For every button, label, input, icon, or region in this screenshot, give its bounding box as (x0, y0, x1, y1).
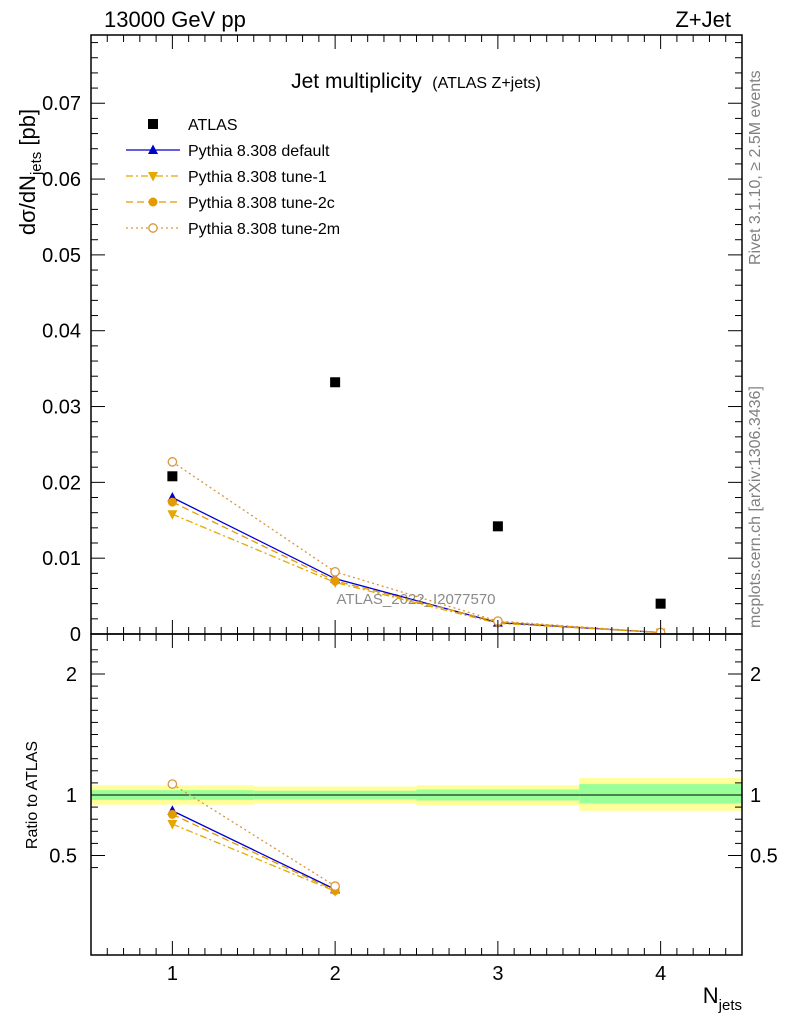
y-tick-label-2: 0.02 (42, 472, 81, 494)
data-point-pythia-8-308-tune-2c-2 (330, 576, 340, 586)
ratio-y-tick-label-left-2: 2 (66, 664, 77, 686)
series-pythia-8-308-tune-2c (167, 497, 666, 634)
legend-entry-pythia-8-308-default: Pythia 8.308 default (126, 143, 330, 160)
x-tick-label-2: 2 (330, 963, 341, 985)
data-point-atlas-3 (492, 521, 503, 532)
legend-entry-atlas: ATLAS (148, 117, 238, 134)
series-pythia-8-308-tune-1 (167, 510, 666, 634)
legend-marker-atlas (148, 119, 158, 129)
series-pythia-8-308-tune-2m (167, 457, 666, 634)
legend-label-pythia-8-308-tune-2c: Pythia 8.308 tune-2c (188, 195, 335, 212)
data-point-pythia-8-308-tune-2m-2 (330, 566, 340, 577)
y-axis-label-sub: jets (28, 152, 45, 176)
legend-label-pythia-8-308-tune-2m: Pythia 8.308 tune-2m (188, 221, 340, 238)
legend: ATLAS Pythia 8.308 default Pythia 8.308 tu… (126, 117, 340, 238)
ratio-series-pythia-8-308-tune-1 (167, 820, 341, 897)
plot-title: Jet multiplicity (ATLAS Z+jets) (291, 70, 541, 93)
ratio-point-pythia-8-308-tune-2m-2 (330, 881, 340, 891)
ratio-line-pythia-8-308-tune-1 (172, 823, 336, 892)
data-point-atlas-1 (167, 471, 178, 482)
x-axis-label-sub: jets (718, 997, 742, 1014)
header-right: Z+Jet (675, 7, 731, 32)
ratio-y-tick-label-right-2: 2 (750, 664, 761, 686)
ratio-line-pythia-8-308-default (172, 810, 336, 890)
rivet-version-text: Rivet 3.1.10, ≥ 2.5M events (747, 70, 764, 265)
y-axis-label-main: dσ/dN (15, 175, 40, 235)
ratio-line-pythia-8-308-tune-2c (172, 813, 336, 892)
ratio-y-tick-label-right-1: 1 (750, 785, 761, 807)
series-line-pythia-8-308-tune-2m (172, 461, 661, 634)
series-pythia-8-308-default (167, 492, 665, 634)
series-line-pythia-8-308-tune-1 (172, 513, 661, 634)
legend-label-pythia-8-308-default: Pythia 8.308 default (188, 143, 330, 160)
legend-marker-pythia-8-308-tune-1 (148, 172, 158, 182)
axis-ticks (91, 35, 742, 955)
ratio-y-tick-label-left-0: 0.5 (49, 846, 77, 868)
y-tick-label-6: 0.06 (42, 169, 81, 191)
ratio-point-pythia-8-308-tune-2c-1 (167, 809, 177, 819)
ratio-point-pythia-8-308-tune-1-1 (167, 820, 178, 830)
ratio-plot-frame (90, 633, 743, 956)
data-point-atlas-4 (655, 598, 666, 609)
x-axis-label-main: N (703, 983, 719, 1008)
data-point-atlas-2 (330, 377, 341, 388)
ratio-y-axis-label: Ratio to ATLAS (24, 741, 41, 849)
legend-marker-pythia-8-308-tune-2m (148, 223, 158, 233)
ratio-stat-band-4 (579, 784, 742, 804)
data-point-pythia-8-308-tune-2m-1 (167, 457, 178, 467)
legend-label-pythia-8-308-tune-1: Pythia 8.308 tune-1 (188, 169, 327, 186)
mcplots-credit-text: mcplots.cern.ch [arXiv:1306.3436] (747, 386, 764, 628)
header-left: 13000 GeV pp (104, 7, 246, 32)
y-tick-label-1: 0.01 (42, 548, 81, 570)
ratio-y-tick-label-left-1: 1 (66, 785, 77, 807)
legend-entry-pythia-8-308-tune-1: Pythia 8.308 tune-1 (126, 169, 327, 186)
x-tick-label-4: 4 (655, 963, 666, 985)
y-tick-label-4: 0.04 (42, 321, 81, 343)
ratio-point-pythia-8-308-tune-2m-1 (167, 779, 178, 789)
x-tick-label-1: 1 (167, 963, 178, 985)
series-atlas (167, 377, 666, 609)
y-tick-label-0: 0 (70, 624, 81, 646)
tick-labels: 1 2 3 4 0 0.01 0.02 0.03 0.04 0.05 0.06 0.07 0.5 0.5 1… (42, 93, 778, 985)
x-tick-label-3: 3 (492, 963, 503, 985)
data-point-pythia-8-308-tune-1-1 (167, 510, 178, 520)
plot-title-sub: (ATLAS Z+jets) (432, 75, 541, 92)
legend-marker-pythia-8-308-default (148, 144, 158, 154)
series-line-pythia-8-308-default (172, 496, 661, 634)
data-point-pythia-8-308-tune-2c-1 (167, 497, 177, 507)
plot-title-main: Jet multiplicity (291, 70, 422, 93)
legend-entry-pythia-8-308-tune-2c: Pythia 8.308 tune-2c (126, 195, 335, 212)
legend-entry-pythia-8-308-tune-2m: Pythia 8.308 tune-2m (126, 221, 340, 238)
y-axis-label-unit: [pb] (15, 109, 40, 152)
y-tick-label-5: 0.05 (42, 245, 81, 267)
y-axis-label: dσ/dNjets [pb] (15, 109, 45, 235)
ratio-series-pythia-8-308-tune-2m (167, 779, 340, 891)
ratio-series (167, 779, 341, 897)
ratio-y-tick-label-right-0: 0.5 (750, 846, 778, 868)
legend-label-atlas: ATLAS (188, 117, 238, 134)
ratio-line-pythia-8-308-tune-2m (172, 783, 336, 887)
y-tick-label-3: 0.03 (42, 397, 81, 419)
legend-marker-pythia-8-308-tune-2c (148, 197, 158, 207)
y-tick-label-7: 0.07 (42, 93, 81, 115)
series-line-pythia-8-308-tune-2c (172, 501, 661, 634)
x-axis-label: Njets (703, 983, 742, 1014)
analysis-watermark: ATLAS_2022_I2077570 (336, 591, 495, 608)
ratio-uncertainty-bands (91, 778, 742, 811)
